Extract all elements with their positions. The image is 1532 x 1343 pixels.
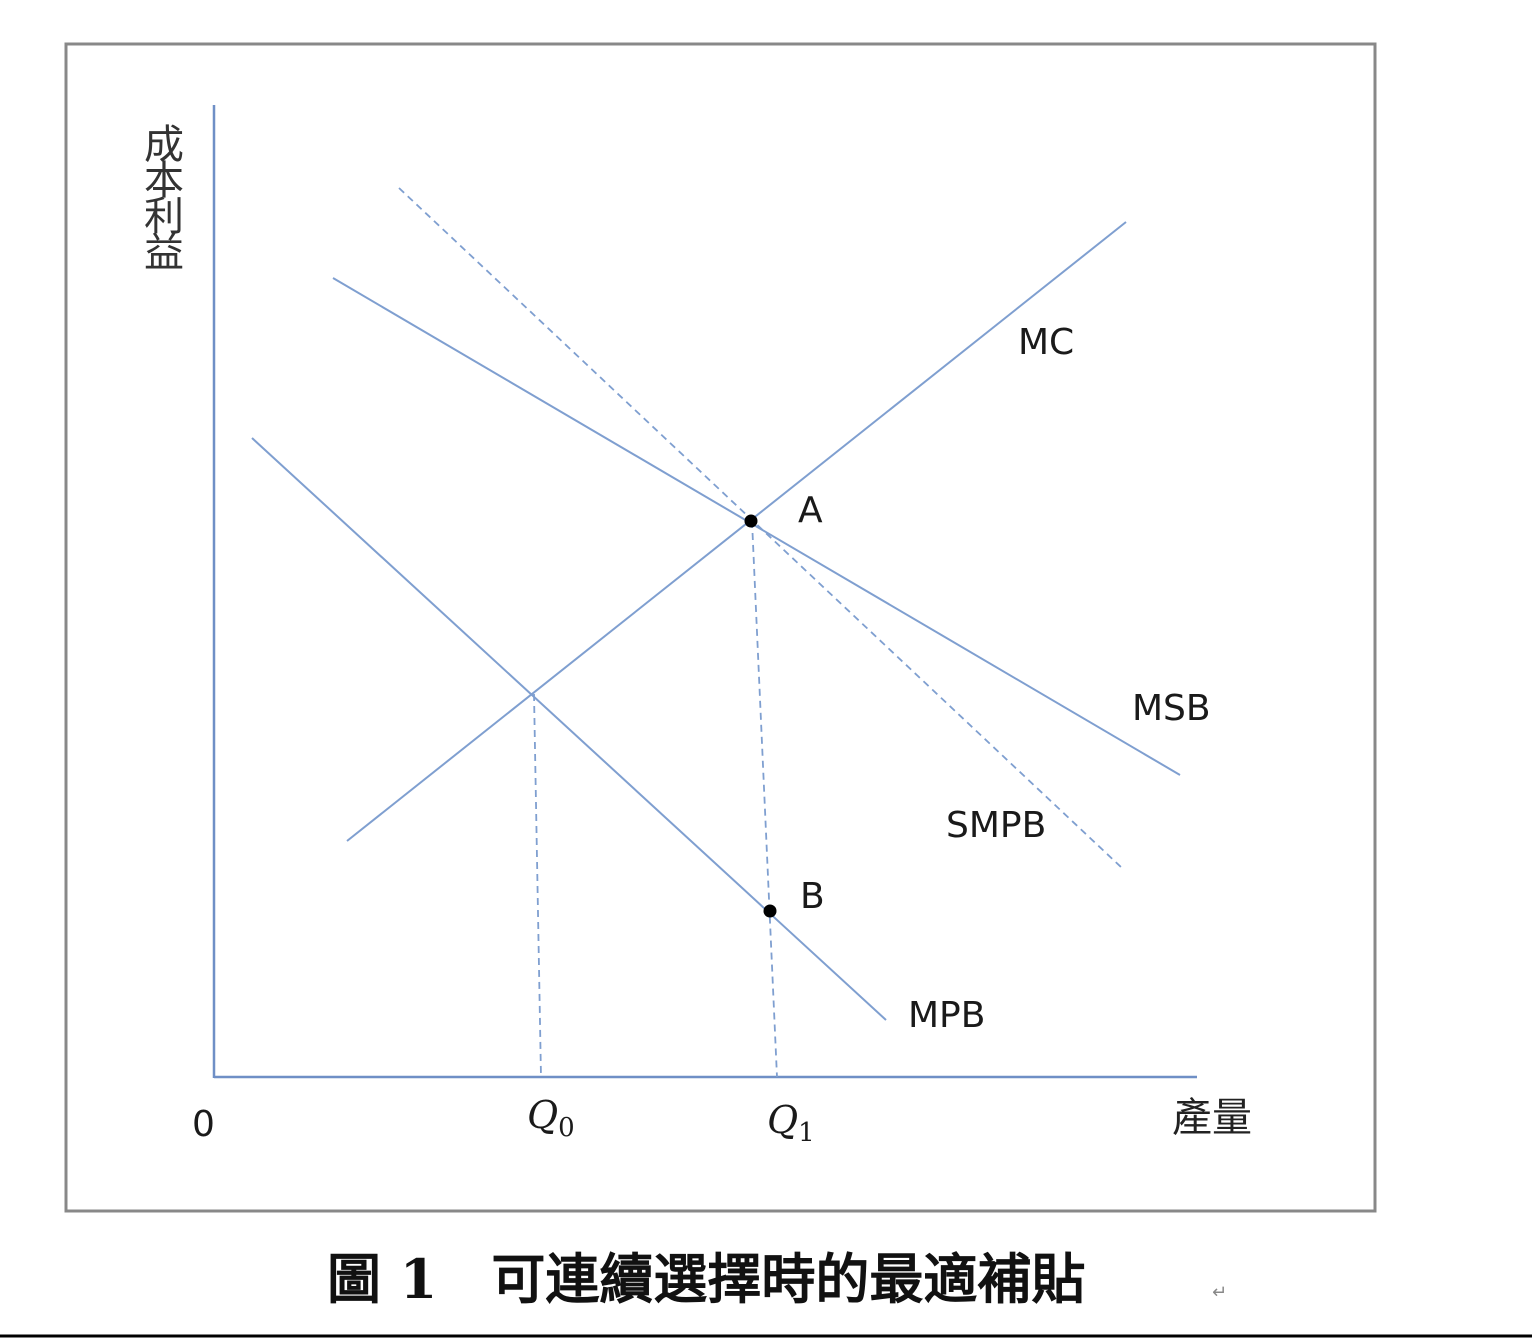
q1-dropline [751, 520, 778, 1078]
q0-label: Q0 [527, 1093, 575, 1143]
q0-letter: Q [527, 1093, 558, 1137]
y-axis-label: 成本利益 [137, 123, 183, 269]
origin-label: 0 [192, 1104, 215, 1145]
point-a-label: A [798, 490, 823, 531]
mc-label: MC [1018, 322, 1074, 363]
q0-subscript: 0 [558, 1113, 575, 1143]
figure-caption: 圖 1 可連續選擇時的最適補貼 [327, 1247, 1085, 1311]
msb-curve [332, 277, 1181, 776]
x-axis-label: 產量 [1172, 1095, 1252, 1141]
point-b-dot [763, 904, 777, 918]
msb-label: MSB [1132, 688, 1211, 729]
q0-dropline [533, 693, 542, 1078]
smpb-curve [398, 187, 1123, 869]
mpb-curve [251, 437, 887, 1021]
figure-frame [64, 42, 1377, 1213]
point-a-dot [744, 514, 758, 528]
q1-letter: Q [767, 1098, 798, 1142]
q1-label: Q1 [767, 1098, 815, 1148]
point-b-label: B [800, 876, 825, 917]
mc-curve [346, 221, 1127, 842]
smpb-label: SMPB [946, 805, 1046, 846]
q1-subscript: 1 [798, 1118, 815, 1148]
mpb-label: MPB [908, 995, 985, 1036]
paragraph-mark: ↵ [1212, 1282, 1227, 1303]
